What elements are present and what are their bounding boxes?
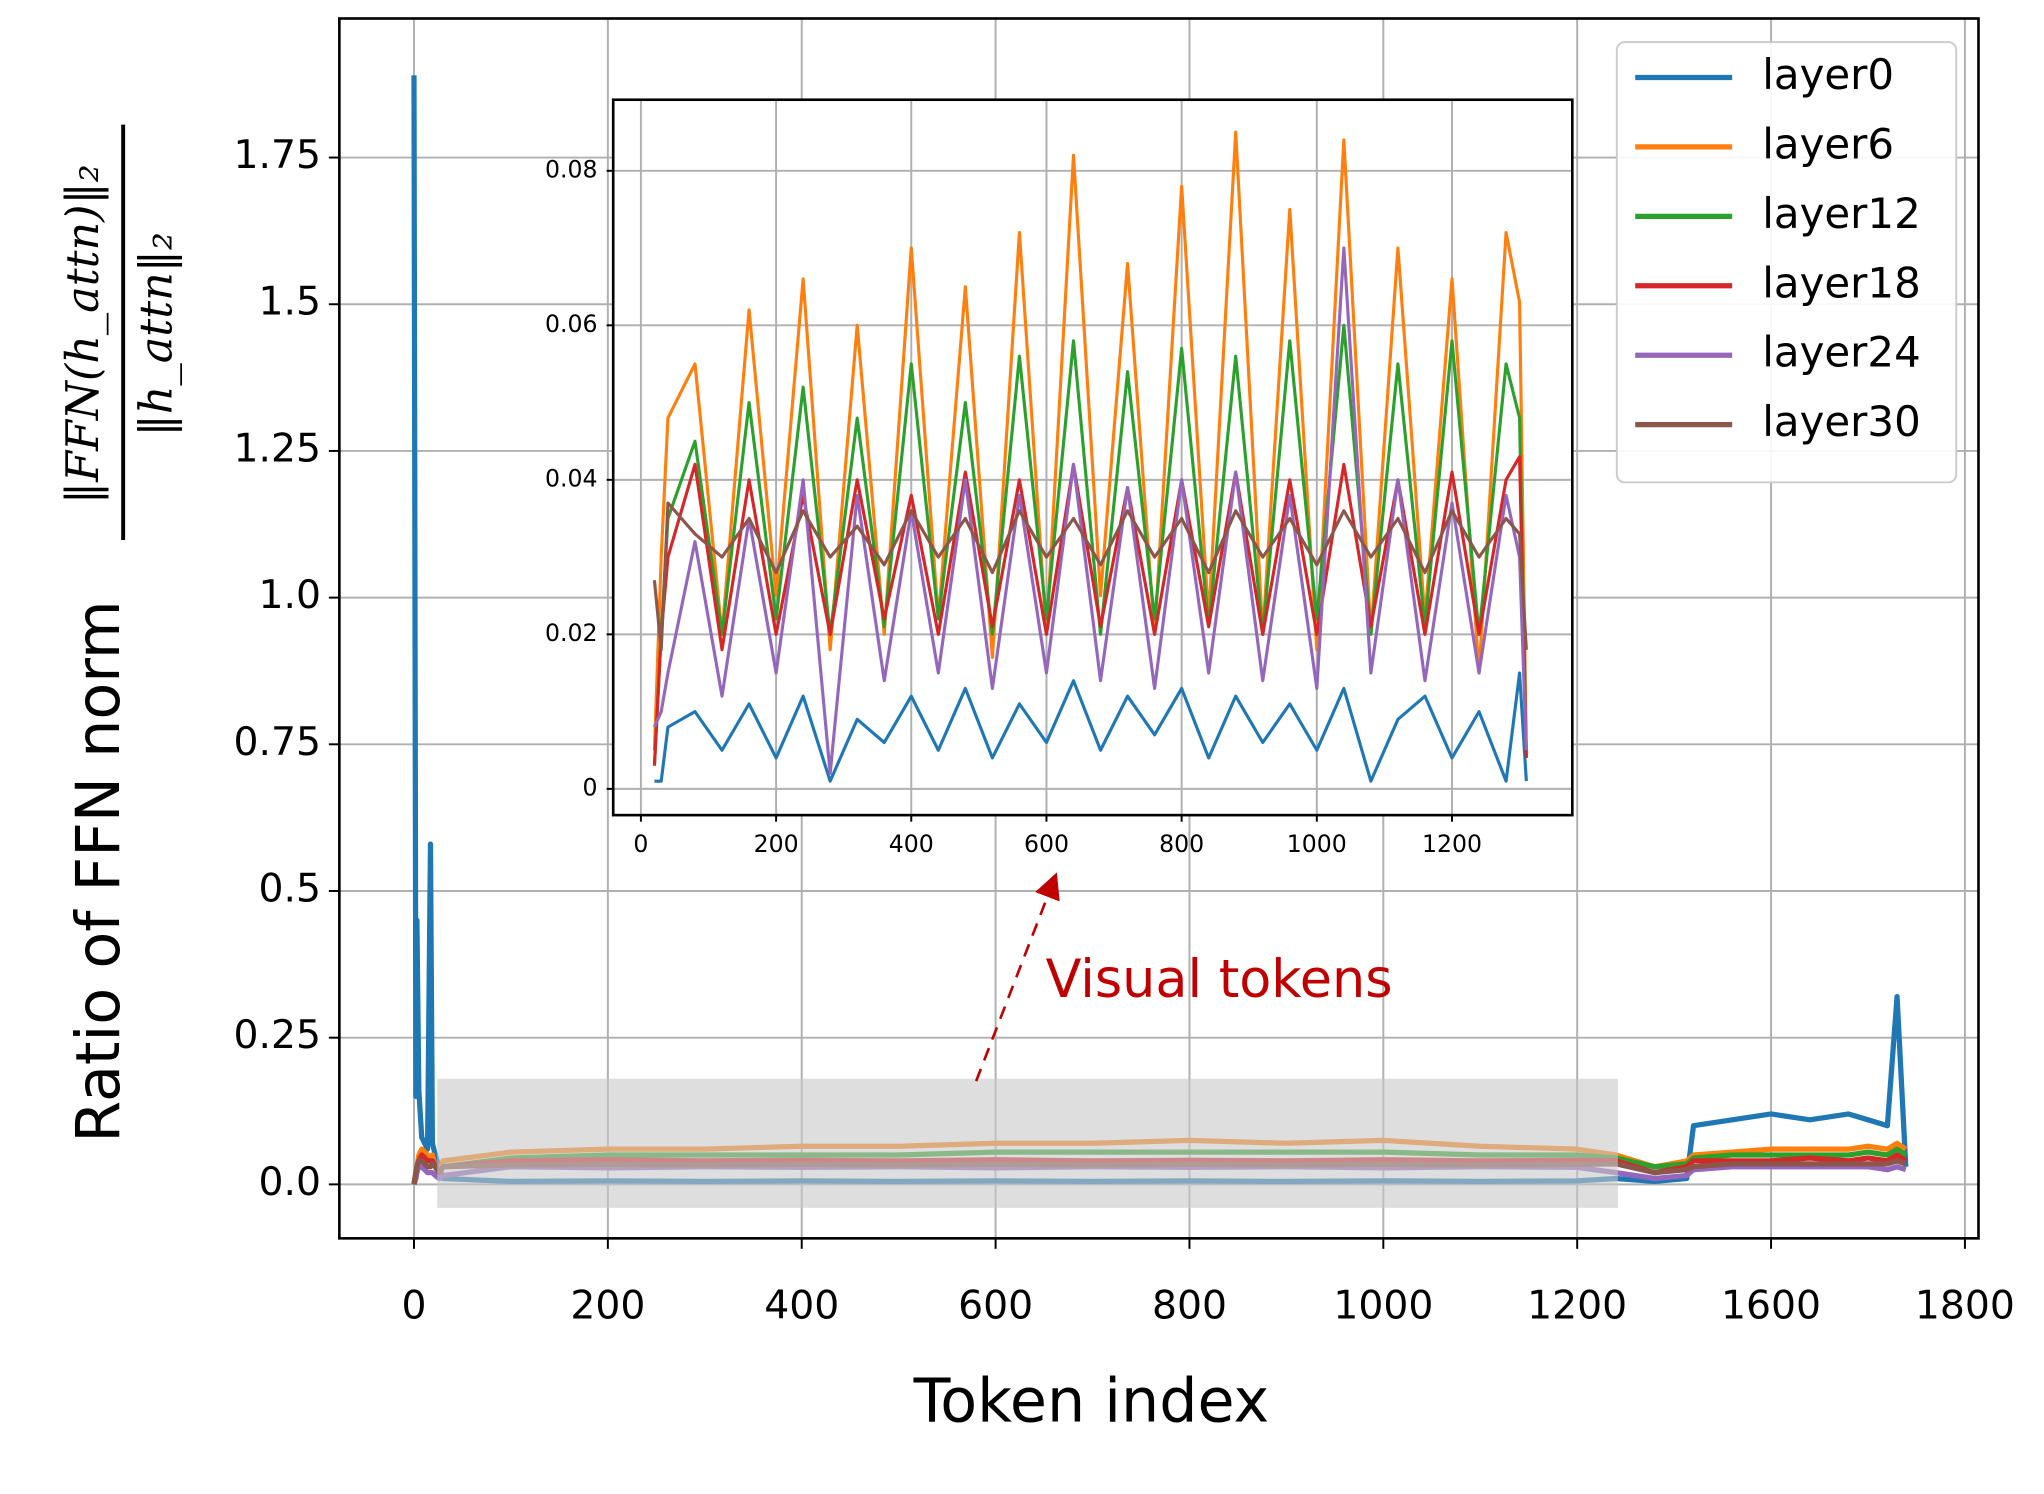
x-tick-label: 1000	[1287, 830, 1347, 858]
y-tick-label: 0	[582, 773, 597, 801]
x-tick-label: 0	[633, 830, 648, 858]
plot-frame	[611, 98, 1574, 817]
y-tick-label: 1.75	[234, 133, 322, 178]
y-tick-label: 1.5	[259, 280, 322, 325]
legend: layer0 layer6 layer12 layer18 layer24 layer30	[1615, 41, 1958, 484]
x-tick-label: 800	[1152, 1283, 1227, 1328]
annotation-arrow	[974, 872, 1060, 1082]
y-tick-label: 0.25	[234, 1013, 322, 1058]
y-tick-label: 0.02	[545, 619, 598, 647]
annotation: Visual tokens	[1046, 949, 1393, 1010]
legend-label: layer0	[1762, 50, 1894, 99]
legend-label: layer24	[1762, 328, 1920, 377]
x-tick-label: 200	[754, 830, 799, 858]
x-tick-label: 1800	[1915, 1283, 2015, 1328]
x-tick-label: 600	[958, 1283, 1033, 1328]
x-tick-label: 400	[889, 830, 934, 858]
series-line	[654, 671, 1528, 783]
y-label-denominator: ‖h_attn‖₂	[130, 232, 182, 436]
y-tick-label: 0.04	[545, 464, 598, 492]
x-tick-label: 1200	[1527, 1283, 1627, 1328]
x-tick-label: 0	[401, 1283, 426, 1328]
y-tick-label: 1.0	[259, 573, 322, 618]
highlight-region	[437, 1078, 1618, 1208]
y-label-numerator: ‖FFN(h_attn)‖₂	[57, 164, 109, 504]
y-tick-label: 0.5	[259, 866, 322, 911]
series-group	[652, 130, 1528, 783]
x-tick-label: 1600	[1721, 1283, 1821, 1328]
series-line	[652, 130, 1528, 751]
x-tick-label: 600	[1024, 830, 1069, 858]
legend-label: layer12	[1762, 189, 1920, 238]
series-line	[652, 323, 1528, 766]
legend-label: layer6	[1762, 119, 1894, 168]
y-axis-label: Ratio of FFN norm	[64, 600, 134, 1142]
legend-label: layer30	[1762, 397, 1920, 446]
y-tick-label: 1.25	[234, 426, 322, 471]
series-line	[652, 246, 1528, 775]
x-tick-label: 1200	[1422, 830, 1482, 858]
plot-frame	[338, 17, 1980, 1240]
x-tick-label: 400	[764, 1283, 839, 1328]
legend-label: layer18	[1762, 258, 1920, 307]
x-tick-label: 200	[570, 1283, 645, 1328]
x-tick-label: 800	[1159, 830, 1204, 858]
series-line	[652, 501, 1528, 652]
y-tick-label: 0.06	[545, 310, 598, 338]
y-tick-label: 0.0	[259, 1160, 322, 1205]
x-axis-label: Token index	[913, 1366, 1270, 1436]
legend-box	[1615, 41, 1958, 484]
y-tick-label: 0.08	[545, 155, 598, 183]
plot-area: 0 200 400 600 800 1000 1200 0 0.02 0.04 0.06 0.08	[545, 98, 1574, 858]
x-tick-label: 1000	[1333, 1283, 1433, 1328]
y-tick-label: 0.75	[234, 720, 322, 765]
